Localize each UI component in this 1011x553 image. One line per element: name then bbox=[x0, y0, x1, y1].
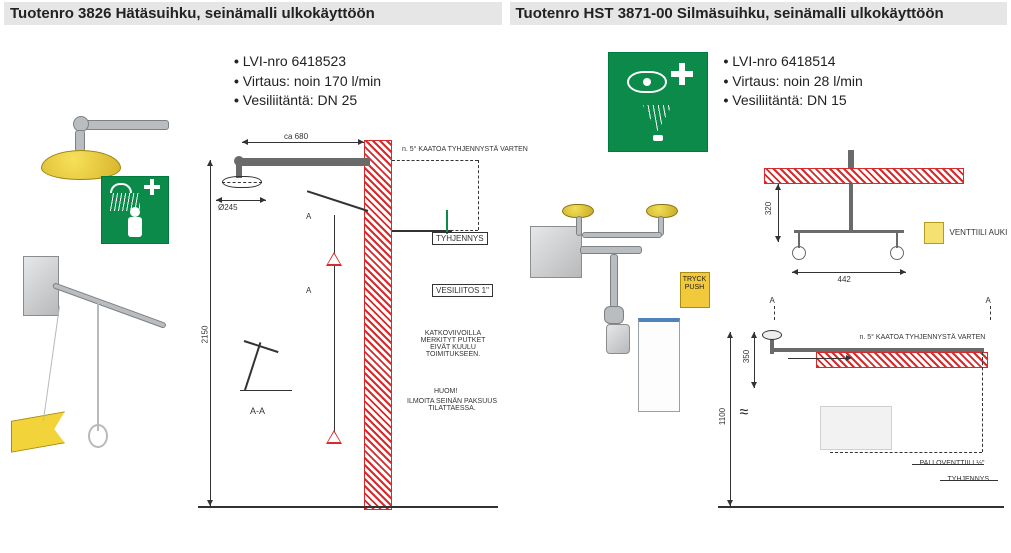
marker-A2: A bbox=[306, 286, 311, 295]
dim-442: 442 bbox=[838, 275, 851, 284]
right-tech-drawing-side: A A ≈ 350 1100 bbox=[712, 296, 1008, 532]
safety-sign-eyewash-icon bbox=[608, 52, 708, 152]
spec-lvi: LVI-nro 6418523 bbox=[234, 52, 381, 72]
dim-ca680: ca 680 bbox=[284, 132, 308, 141]
dim-d245: Ø245 bbox=[218, 203, 238, 212]
right-tech-drawing-top: VENTTIILI AUKI 320 442 bbox=[754, 150, 1004, 300]
label-valve-open: VENTTIILI AUKI bbox=[950, 228, 1008, 237]
label-slope-r: n. 5° KAATOA TYHJENNYSTÄ VARTEN bbox=[860, 334, 986, 341]
test-push-sign: TRYCK PUSH bbox=[680, 272, 710, 308]
dim-320: 320 bbox=[764, 202, 773, 215]
left-product-photo bbox=[5, 106, 180, 466]
label-note1: KATKOVIIVOILLA MERKITYT PUTKET EIVÄT KUU… bbox=[410, 330, 496, 358]
dim-2150: 2150 bbox=[200, 326, 209, 344]
safety-sign-shower-icon bbox=[101, 176, 169, 244]
label-vesiliitos: VESILIITOS 1" bbox=[432, 284, 493, 297]
right-product-photo: TRYCK PUSH bbox=[518, 188, 708, 428]
label-huom: HUOM! bbox=[434, 388, 457, 395]
spec-conn: Vesiliitäntä: DN 25 bbox=[234, 91, 381, 111]
spec-flow-r: Virtaus: noin 28 l/min bbox=[724, 72, 863, 92]
product-right-title: Tuotenro HST 3871-00 Silmäsuihku, seinäm… bbox=[510, 2, 1008, 25]
left-specs: LVI-nro 6418523 Virtaus: noin 170 l/min … bbox=[234, 52, 381, 111]
product-left-title: Tuotenro 3826 Hätäsuihku, seinämalli ulk… bbox=[4, 2, 502, 25]
product-right-panel: Tuotenro HST 3871-00 Silmäsuihku, seinäm… bbox=[506, 0, 1011, 553]
left-tech-drawing: ca 680 Ø245 A A 2150 A-A bbox=[186, 130, 502, 525]
dim-1100: 1100 bbox=[718, 408, 727, 425]
dim-350: 350 bbox=[742, 350, 751, 363]
label-tyhjennys: TYHJENNYS bbox=[432, 232, 488, 245]
right-specs: LVI-nro 6418514 Virtaus: noin 28 l/min V… bbox=[724, 52, 863, 111]
marker-A1: A bbox=[306, 212, 311, 221]
spec-lvi-r: LVI-nro 6418514 bbox=[724, 52, 863, 72]
spec-flow: Virtaus: noin 170 l/min bbox=[234, 72, 381, 92]
marker-Ar2: A bbox=[986, 296, 991, 305]
product-left-panel: Tuotenro 3826 Hätäsuihku, seinämalli ulk… bbox=[0, 0, 506, 553]
label-note2b: ILMOITA SEINÄN PAKSUUS TILATTAESSA. bbox=[404, 398, 500, 412]
label-AA: A-A bbox=[250, 406, 265, 416]
spec-conn-r: Vesiliitäntä: DN 15 bbox=[724, 91, 863, 111]
marker-Ar1: A bbox=[770, 296, 775, 305]
